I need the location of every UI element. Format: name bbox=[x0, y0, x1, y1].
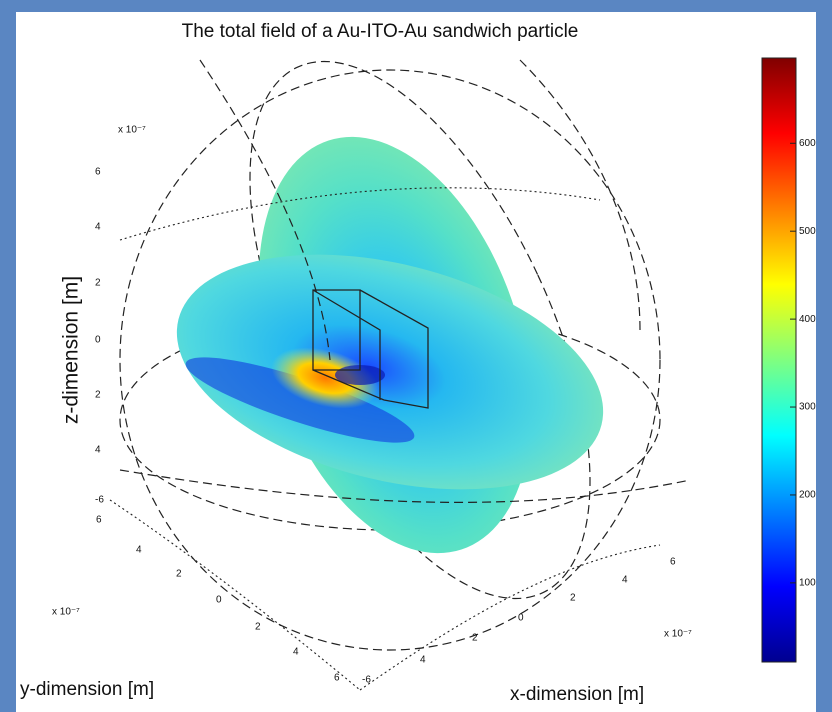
z-tick-label: -6 bbox=[95, 495, 104, 506]
y-tick-label: 4 bbox=[136, 545, 142, 556]
x-tick-label: 4 bbox=[622, 575, 628, 586]
x-tick-label: -6 bbox=[362, 675, 371, 686]
z-scale-label: x 10⁻⁷ bbox=[118, 125, 146, 136]
x-scale-label: x 10⁻⁷ bbox=[664, 629, 692, 640]
x-tick-label: 2 bbox=[570, 593, 576, 604]
colorbar-tick-label: 300 bbox=[799, 402, 816, 413]
x-tick-label: 6 bbox=[670, 557, 676, 568]
y-tick-label: 0 bbox=[216, 595, 222, 606]
y-tick-label: 6 bbox=[96, 515, 102, 526]
z-tick-label: 0 bbox=[95, 335, 101, 346]
colorbar-tick-label: 200 bbox=[799, 490, 816, 501]
x-axis-label: x-dimension [m] bbox=[510, 684, 644, 705]
colorbar bbox=[762, 58, 796, 662]
y-scale-label: x 10⁻⁷ bbox=[52, 607, 80, 618]
y-tick-label: 2 bbox=[176, 569, 182, 580]
colorbar-tick-label: 400 bbox=[799, 314, 816, 325]
x-tick-label: 4 bbox=[420, 655, 426, 666]
x-tick-label: 0 bbox=[518, 613, 524, 624]
y-tick-label: 6 bbox=[334, 673, 340, 684]
z-tick-label: 6 bbox=[95, 167, 101, 178]
z-tick-label: 4 bbox=[95, 222, 101, 233]
z-axis-label: z-dimension [m] bbox=[60, 276, 83, 424]
chart-title: The total field of a Au-ITO-Au sandwich … bbox=[182, 21, 579, 42]
z-tick-label: 4 bbox=[95, 445, 101, 456]
y-tick-label: 4 bbox=[293, 647, 299, 658]
colorbar-tick-label: 600 bbox=[799, 138, 816, 149]
chart: The total field of a Au-ITO-Au sandwich … bbox=[0, 0, 832, 712]
y-axis-label: y-dimension [m] bbox=[20, 679, 154, 700]
z-tick-label: 2 bbox=[95, 278, 101, 289]
x-tick-label: 2 bbox=[472, 633, 478, 644]
y-tick-label: 2 bbox=[255, 622, 261, 633]
z-tick-label: 2 bbox=[95, 390, 101, 401]
colorbar-tick-label: 500 bbox=[799, 226, 816, 237]
colorbar-tick-label: 100 bbox=[799, 578, 816, 589]
